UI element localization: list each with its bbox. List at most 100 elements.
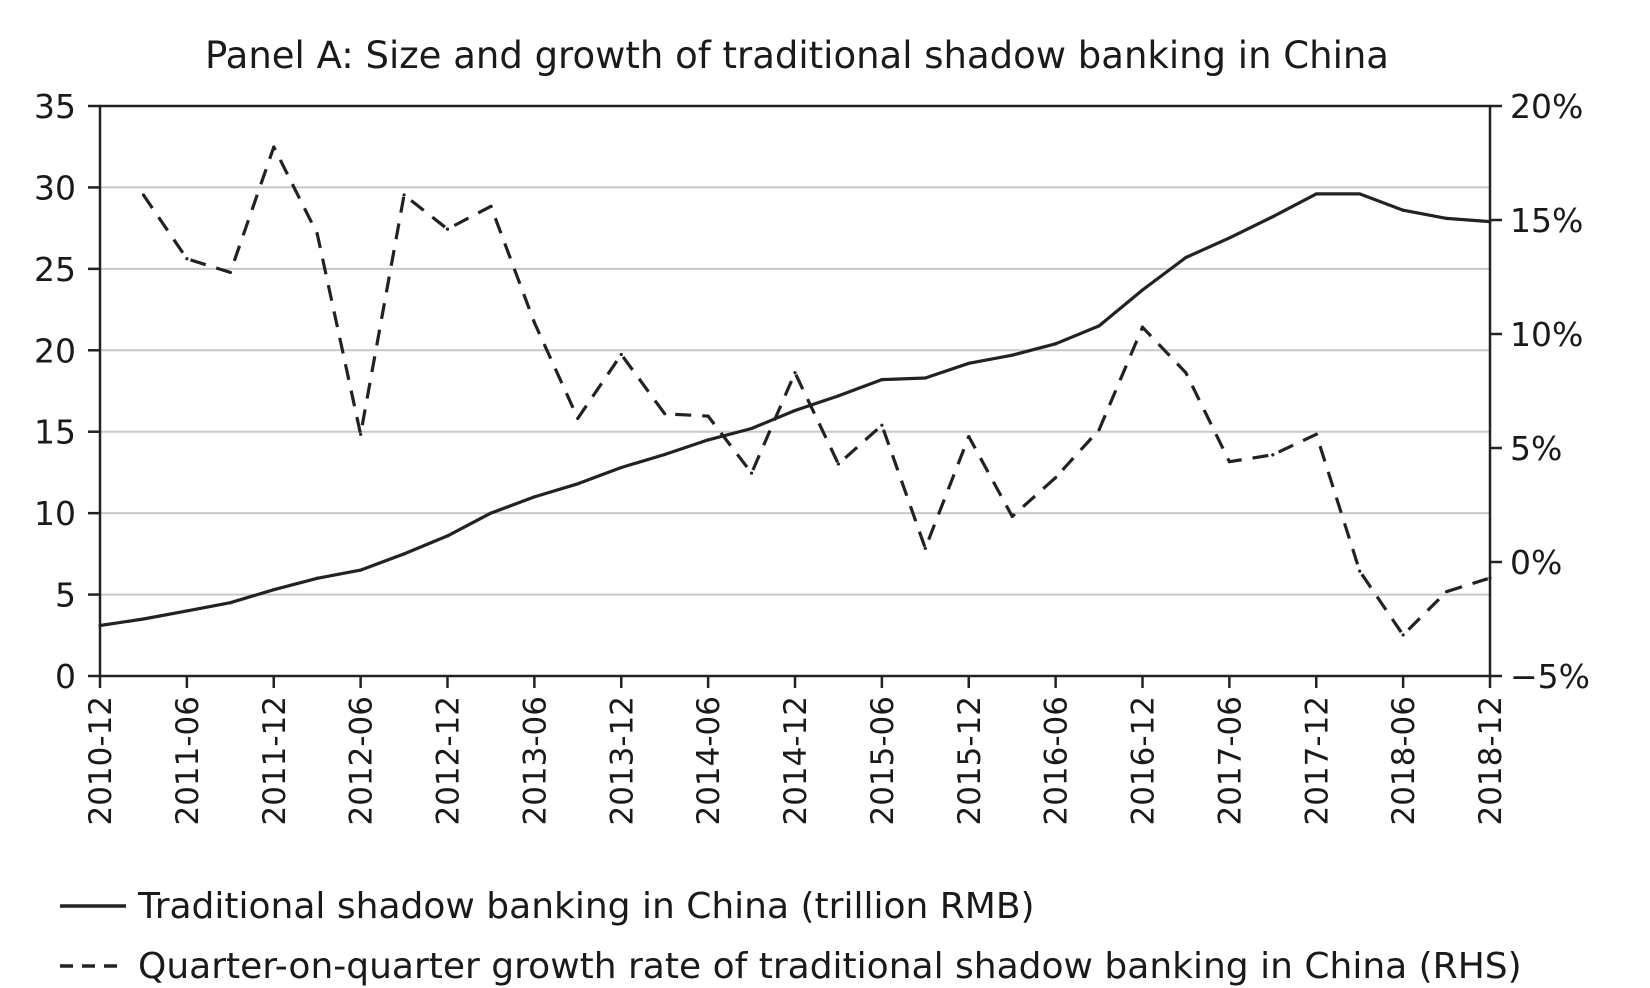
growth-rate-point: [141, 193, 146, 197]
left-tick-label: 30: [34, 168, 76, 207]
x-tick-label: 2011-12: [257, 696, 293, 826]
legend: Traditional shadow banking in China (tri…: [60, 886, 1522, 987]
size-point: [1358, 192, 1362, 196]
left-tick-label: 15: [34, 413, 76, 452]
size-point: [1184, 255, 1188, 260]
x-tick-label: 2016-12: [1126, 696, 1162, 826]
size-point: [576, 482, 580, 486]
size-point: [1401, 208, 1405, 212]
growth-rate-point: [923, 546, 927, 550]
x-tick-label: 2015-12: [952, 696, 988, 826]
size-point: [445, 534, 450, 538]
right-tick-label: 15%: [1510, 201, 1583, 240]
x-tick-label: 2010-12: [83, 696, 119, 826]
size-point: [1140, 288, 1145, 292]
size-point: [1054, 342, 1058, 346]
right-axis-ticks: −5% 0% 5% 10% 15% 20%: [1490, 87, 1590, 696]
size-point: [923, 376, 927, 380]
growth-rate-point: [1097, 428, 1101, 432]
growth-rate-point: [663, 412, 667, 416]
growth-rate-point: [1271, 453, 1275, 457]
left-tick-label: 35: [34, 87, 76, 126]
growth-rate-point: [185, 257, 189, 261]
left-tick-label: 20: [34, 331, 76, 370]
growth-rate-point: [706, 414, 710, 418]
left-tick-label: 0: [55, 657, 76, 696]
size-point: [402, 552, 406, 556]
size-point: [619, 465, 623, 470]
size-point: [793, 408, 797, 413]
x-tick-label: 2012-06: [344, 696, 380, 826]
growth-rate-point: [1010, 514, 1014, 519]
growth-rate-point: [489, 204, 493, 208]
size-point: [532, 495, 536, 499]
growth-rate-point: [836, 462, 841, 466]
size-point: [141, 617, 146, 621]
x-axis-ticks: 2010-12 2011-06 2011-12 2012-06 2012-12 2013-…: [83, 676, 1509, 826]
size-point: [185, 609, 189, 613]
left-tick-label: 10: [34, 494, 76, 533]
size-point: [706, 438, 710, 442]
size-point: [228, 601, 232, 605]
growth-rate-point: [1184, 371, 1188, 375]
legend-label-size: Traditional shadow banking in China (tri…: [137, 886, 1035, 927]
size-point: [272, 588, 276, 592]
x-tick-label: 2017-06: [1212, 696, 1248, 826]
growth-rate-point: [576, 416, 580, 420]
x-tick-label: 2018-06: [1386, 696, 1422, 826]
size-point: [315, 576, 319, 580]
size-point: [836, 394, 841, 398]
right-tick-label: 20%: [1510, 87, 1583, 126]
growth-rate-point: [1227, 460, 1231, 464]
growth-rate-point: [402, 193, 406, 197]
axes: [98, 104, 1492, 678]
left-tick-label: 25: [34, 250, 76, 289]
x-tick-label: 2013-12: [604, 696, 640, 826]
growth-rate-line: [142, 145, 1491, 637]
growth-rate-point: [793, 371, 797, 375]
growth-rate-point: [1314, 432, 1318, 436]
size-point: [880, 378, 884, 382]
left-axis-ticks: 0 5 10 15 20 25 30 35: [34, 87, 100, 696]
size-point: [1444, 216, 1449, 220]
growth-rate-point: [1140, 325, 1145, 329]
size-point: [1097, 324, 1101, 328]
x-tick-label: 2016-06: [1039, 696, 1075, 826]
legend-label-growth: Quarter-on-quarter growth rate of tradit…: [138, 946, 1522, 987]
growth-rate-point: [532, 321, 536, 325]
growth-rate-point: [1358, 569, 1362, 573]
right-tick-label: 10%: [1510, 315, 1583, 354]
growth-rate-point: [619, 352, 623, 357]
chart-title: Panel A: Size and growth of traditional …: [205, 34, 1389, 77]
x-tick-label: 2014-06: [691, 696, 727, 826]
gridlines: [100, 186, 1490, 596]
series-lines: [98, 145, 1492, 637]
size-point: [967, 361, 971, 365]
growth-rate-point: [880, 423, 884, 427]
growth-rate-point: [967, 435, 971, 439]
right-tick-label: 0%: [1510, 543, 1562, 582]
size-point: [749, 426, 754, 431]
x-tick-label: 2015-06: [865, 696, 901, 826]
x-tick-label: 2011-06: [170, 696, 206, 826]
growth-rate-point: [228, 270, 232, 275]
x-tick-label: 2018-12: [1473, 696, 1509, 826]
growth-rate-point: [359, 432, 363, 436]
growth-rate-point: [1054, 476, 1058, 480]
growth-rate-point: [315, 232, 319, 236]
x-tick-label: 2014-12: [778, 696, 814, 826]
right-tick-label: 5%: [1510, 429, 1562, 468]
left-tick-label: 5: [55, 576, 76, 615]
size-point: [1314, 192, 1318, 196]
x-tick-label: 2012-12: [431, 696, 467, 826]
size-point: [489, 511, 493, 515]
growth-rate-point: [1444, 590, 1449, 594]
x-tick-label: 2013-06: [517, 696, 553, 826]
size-point: [663, 452, 667, 457]
right-tick-label: −5%: [1510, 657, 1590, 696]
growth-rate-point: [1401, 633, 1405, 637]
growth-rate-point: [749, 471, 754, 475]
growth-rate-point: [272, 145, 276, 149]
size-point: [1271, 215, 1275, 219]
